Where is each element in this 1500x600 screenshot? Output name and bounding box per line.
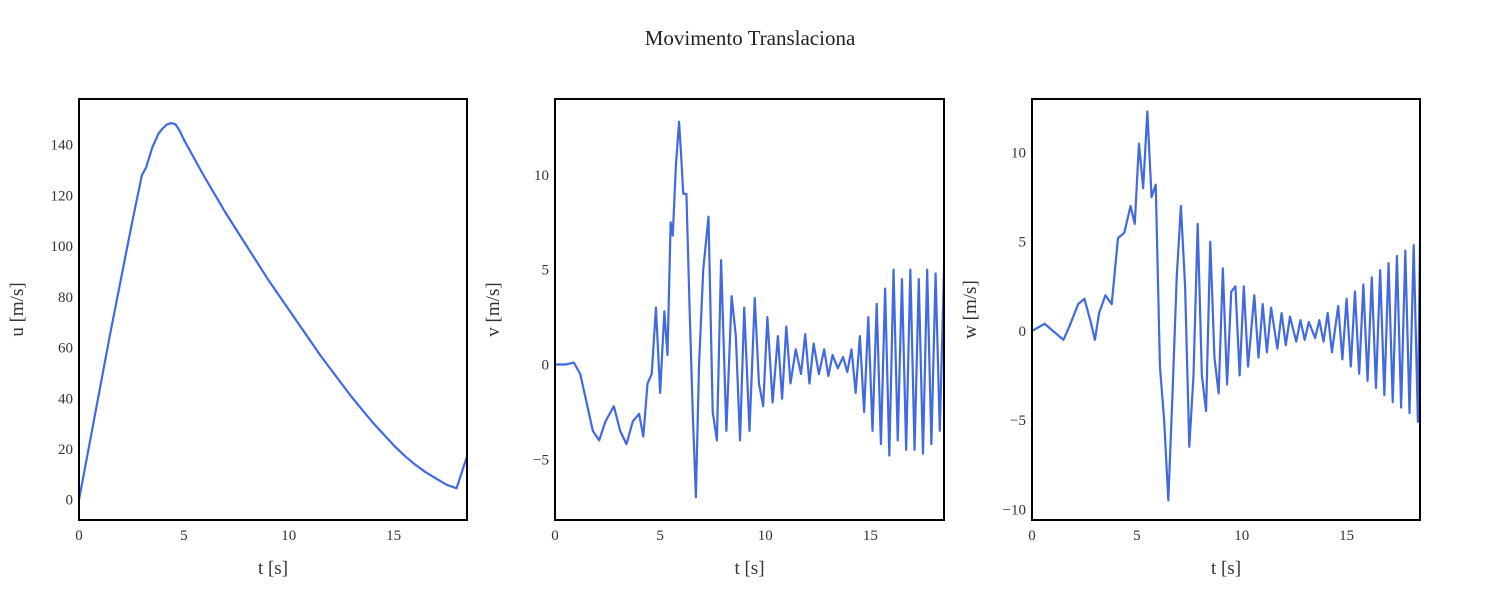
y-tick-label: 120 [51, 188, 74, 204]
y-tick-label: −5 [533, 452, 549, 468]
y-tick-label: −5 [1010, 413, 1026, 429]
y-tick-label: 140 [51, 138, 74, 154]
series-line-v [555, 120, 944, 499]
y-axis-label-v: v [m/s] [483, 282, 504, 336]
y-tick-label: 60 [58, 341, 73, 357]
x-tick-label: 10 [758, 528, 773, 544]
x-tick-label: 10 [1234, 528, 1249, 544]
x-tick-label: 0 [75, 528, 83, 544]
x-tick-label: 10 [281, 528, 296, 544]
figure-title: Movimento Translaciona [645, 26, 856, 50]
y-tick-label: 5 [1019, 235, 1027, 251]
y-tick-label: 0 [1019, 324, 1027, 340]
x-tick-label: 5 [180, 528, 188, 544]
y-tick-label: 80 [58, 290, 73, 306]
x-axis-label-w: t [s] [1211, 558, 1241, 579]
y-tick-label: −10 [1003, 502, 1026, 518]
plot-frame-u [78, 98, 468, 521]
x-tick-label: 15 [386, 528, 401, 544]
plot-frame-w [1031, 98, 1421, 521]
x-tick-label: 15 [863, 528, 878, 544]
y-tick-label: 10 [534, 168, 549, 184]
x-tick-label: 0 [1028, 528, 1036, 544]
x-axis-label-v: t [s] [734, 558, 764, 579]
subplot-v: 0 5 10 15 −5 0 5 10 t [s] v [m/s] [483, 98, 945, 579]
plot-frame-v [554, 98, 945, 521]
y-axis-label-u: u [m/s] [7, 282, 28, 336]
series-line-w [1032, 110, 1420, 502]
x-tick-label: 5 [1133, 528, 1141, 544]
series-line-u [79, 121, 467, 500]
y-tick-label: 0 [66, 493, 74, 509]
y-tick-label: 20 [58, 442, 73, 458]
subplot-u: 0 5 10 15 0 20 40 60 80 100 120 140 t [s] u [m/s] [7, 98, 468, 579]
subplot-w: 0 5 10 15 −10 −5 0 5 10 t [s] w [m/s] [960, 98, 1421, 579]
x-tick-label: 0 [551, 528, 559, 544]
y-tick-label: 0 [542, 357, 550, 373]
y-axis-label-w: w [m/s] [960, 280, 981, 339]
y-tick-label: 10 [1011, 146, 1026, 162]
y-tick-label: 40 [58, 391, 73, 407]
x-tick-label: 5 [656, 528, 664, 544]
y-tick-label: 5 [542, 263, 550, 279]
x-tick-label: 15 [1339, 528, 1354, 544]
y-tick-label: 100 [51, 239, 74, 255]
x-axis-label-u: t [s] [258, 558, 288, 579]
